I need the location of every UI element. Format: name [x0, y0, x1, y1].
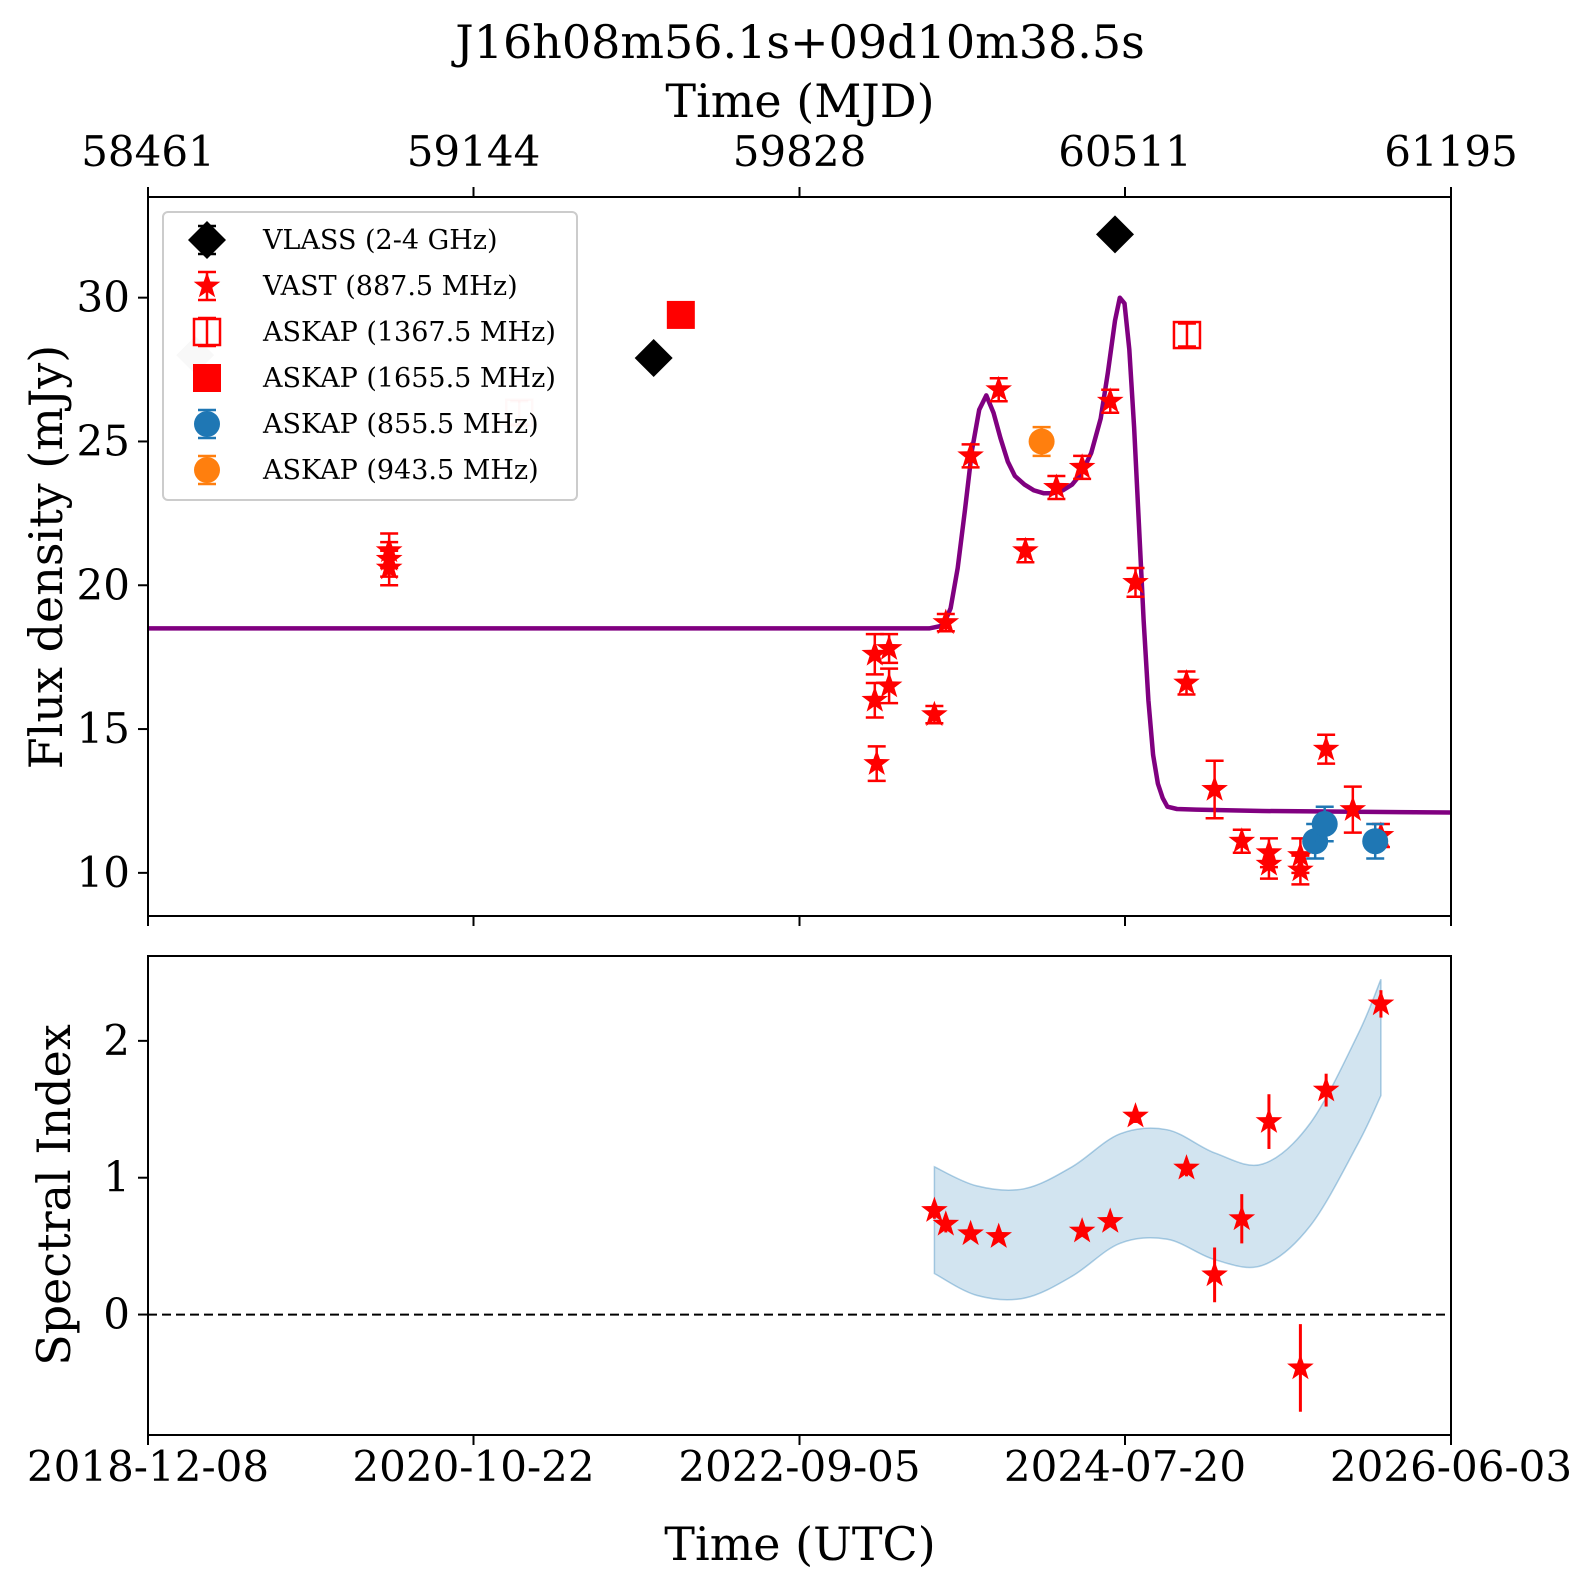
spectral-index-uncertainty-band [933, 979, 1382, 1301]
legend-box [162, 211, 578, 501]
askap-855-5-mhz-point [1362, 828, 1389, 855]
vast-887-5-mhz-point [375, 554, 403, 580]
top-y-tick-label: 20 [77, 560, 130, 609]
spectral-index-point [932, 1210, 960, 1236]
spectral-index-point [1122, 1102, 1149, 1128]
vast-887-5-mhz-point [1012, 536, 1039, 563]
bottom-x-tick-label: 2018-12-08 [27, 1442, 269, 1491]
bottom-y-axis-label: Spectral Index [27, 1024, 81, 1366]
vast-887-5-mhz-point [932, 608, 960, 634]
bottom-x-axis-label: Time (UTC) [664, 1517, 935, 1571]
legend-vlass-2-4-ghz-label: VLASS (2-4 GHz) [262, 225, 498, 256]
spectral-index-point [1201, 1260, 1228, 1287]
spectral-index-point [1287, 1353, 1314, 1380]
vast-887-5-mhz-point [1255, 850, 1283, 876]
spectral-index-point [957, 1219, 984, 1246]
top-y-axis-label: Flux density (mJy) [19, 345, 73, 769]
spectral-index-point [921, 1196, 948, 1222]
vast-887-5-mhz-point [863, 749, 890, 775]
chart-title: J16h08m56.1s+09d10m38.5s [451, 15, 1144, 69]
spectral-index-point [1367, 989, 1395, 1016]
top-y-tick-label: 10 [77, 848, 130, 897]
legend-vlass-2-4-ghz-marker [188, 221, 226, 259]
spectral-index-point [1255, 1107, 1283, 1133]
bottom-panel-frame [147, 955, 1452, 1436]
vlass-2-4-ghz-point [634, 339, 673, 378]
askap-1367-5-mhz-point [1172, 320, 1202, 350]
top-x-axis-label: Time (MJD) [665, 74, 934, 128]
legend-vast-887-5-mhz-marker [193, 272, 221, 298]
legend-askap-1367-5-mhz-marker [192, 317, 222, 347]
top-x-tick-label: 61195 [1384, 127, 1518, 176]
flux-density-panel: 58461 59144 59828 60511 61195 10 15 20 25 30 VLAS… [77, 127, 1518, 926]
vast-887-5-mhz-point [1043, 473, 1070, 499]
vast-887-5-mhz-point [1173, 669, 1200, 695]
vlass-2-4-ghz-point [1096, 215, 1135, 254]
bottom-x-tick-label: 2022-09-05 [678, 1442, 920, 1491]
legend-askap-943-5-mhz-marker [194, 457, 220, 483]
vast-887-5-mhz-point [1096, 387, 1124, 413]
spectral-index-point [1068, 1217, 1096, 1243]
legend-vast-887-5-mhz-label: VAST (887.5 MHz) [262, 271, 518, 302]
vast-887-5-mhz-point [1312, 735, 1340, 761]
bottom-x-tick-label: 2020-10-22 [352, 1442, 594, 1491]
vast-887-5-mhz-point [875, 634, 903, 660]
top-x-tick-label: 58461 [81, 127, 215, 176]
spectral-index-point [1173, 1154, 1200, 1180]
vast-887-5-mhz-point [1228, 827, 1256, 853]
top-y-tick-label: 30 [77, 273, 130, 322]
bottom-panel-ticks: 2018-12-08 2020-10-22 2022-09-05 2024-07-20… [27, 1016, 1572, 1491]
spectral-index-point [1312, 1076, 1340, 1102]
top-x-tick-label: 59828 [733, 127, 867, 176]
top-x-tick-label: 60511 [1058, 127, 1192, 176]
vast-887-5-mhz-point [985, 375, 1012, 401]
bottom-y-tick-label: 0 [103, 1290, 130, 1339]
top-panel-frame [147, 196, 1452, 917]
vast-887-5-mhz-point [1068, 453, 1096, 479]
top-x-tick-label: 59144 [407, 127, 541, 176]
legend: VLASS (2-4 GHz) VAST (887.5 MHz) ASKAP (13… [162, 211, 578, 501]
askap-1367-5-mhz-errorbar [1177, 322, 1196, 348]
legend-askap-855-5-mhz-marker [194, 411, 220, 437]
spectral-index-point [1096, 1207, 1124, 1233]
askap-855-5-mhz-point [1311, 810, 1338, 837]
vast-887-5-mhz-point [861, 686, 889, 712]
bottom-x-tick-label: 2026-06-03 [1330, 1442, 1572, 1491]
top-panel-ticks: 58461 59144 59828 60511 61195 10 15 20 25 30 [77, 127, 1518, 926]
bottom-y-tick-label: 2 [103, 1016, 130, 1065]
askap-943-5-mhz-point [1028, 428, 1055, 455]
bottom-y-tick-label: 1 [103, 1153, 130, 1202]
askap-1655-5-mhz-point [666, 300, 695, 329]
vast-887-5-mhz-point [1287, 841, 1314, 867]
spectral-index-point [985, 1222, 1012, 1248]
vast-887-5-mhz-point [921, 700, 948, 726]
vast-887-5-mhz-point [1339, 795, 1367, 821]
vast-887-5-mhz-point [1287, 856, 1314, 882]
top-y-tick-label: 15 [77, 704, 130, 753]
legend-askap-1367-5-mhz-label: ASKAP (1367.5 MHz) [262, 317, 556, 348]
vast-887-5-mhz-point [1201, 775, 1228, 801]
bottom-plot-area [148, 979, 1451, 1412]
legend-askap-1655-5-mhz-marker [193, 364, 221, 392]
legend-askap-855-5-mhz-label: ASKAP (855.5 MHz) [262, 409, 539, 440]
top-y-tick-label: 25 [77, 416, 130, 465]
vast-887-5-mhz-point [875, 671, 903, 698]
vast-887-5-mhz-point [957, 441, 984, 468]
legend-askap-1655-5-mhz-label: ASKAP (1655.5 MHz) [262, 363, 556, 394]
vast-887-5-mhz-point [861, 640, 889, 666]
vast-887-5-mhz-point [1122, 568, 1149, 594]
spectral-index-panel: 2018-12-08 2020-10-22 2022-09-05 2024-07-20… [27, 955, 1572, 1491]
bottom-x-tick-label: 2024-07-20 [1004, 1442, 1246, 1491]
spectral-index-point [1228, 1204, 1256, 1231]
legend-askap-943-5-mhz-label: ASKAP (943.5 MHz) [262, 455, 539, 486]
